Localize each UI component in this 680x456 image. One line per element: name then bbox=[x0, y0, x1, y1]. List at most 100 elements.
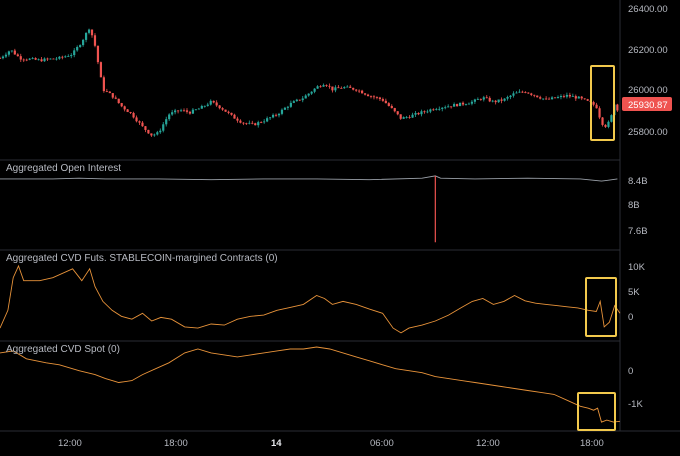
candle-body bbox=[257, 122, 260, 126]
time-tick: 12:00 bbox=[476, 438, 500, 449]
candle-body bbox=[138, 121, 141, 123]
candle-body bbox=[76, 47, 79, 51]
candle-body bbox=[381, 99, 384, 101]
candle-body bbox=[289, 102, 292, 107]
candle-body bbox=[325, 85, 328, 86]
candle-body bbox=[355, 89, 358, 91]
candle-body bbox=[10, 50, 13, 52]
candle-body bbox=[49, 58, 52, 60]
last-price-value: 25930.87 bbox=[628, 100, 668, 111]
candle-body bbox=[277, 113, 281, 116]
candle-body bbox=[141, 122, 144, 127]
candle-body bbox=[114, 97, 117, 99]
candle-body bbox=[87, 29, 91, 33]
candle-body bbox=[530, 93, 533, 95]
candle-body bbox=[464, 104, 468, 106]
candle-body bbox=[512, 93, 515, 96]
candle-body bbox=[565, 94, 569, 97]
candle-body bbox=[108, 91, 111, 94]
time-tick: 06:00 bbox=[370, 438, 394, 449]
candle-body bbox=[441, 107, 444, 109]
candle-body bbox=[337, 87, 340, 89]
candle-body bbox=[67, 56, 70, 57]
candle-body bbox=[263, 121, 266, 123]
candle-body bbox=[96, 45, 100, 63]
candle-body bbox=[61, 56, 64, 58]
candle-body bbox=[346, 86, 349, 88]
open-interest-pane bbox=[0, 175, 618, 243]
candle-body bbox=[411, 114, 414, 118]
candle-body bbox=[601, 117, 604, 125]
price-tick: 26000.00 bbox=[628, 85, 668, 96]
time-tick-day: 14 bbox=[271, 438, 282, 449]
candle-body bbox=[453, 104, 456, 107]
candle-body bbox=[25, 59, 28, 61]
candle-body bbox=[174, 110, 177, 113]
candle-body bbox=[521, 91, 524, 93]
candle-body bbox=[286, 106, 290, 108]
candle-body bbox=[274, 114, 278, 116]
candle-body bbox=[399, 114, 402, 119]
candle-body bbox=[503, 98, 506, 101]
candle-body bbox=[129, 112, 132, 113]
candle-body bbox=[482, 97, 485, 100]
candle-body bbox=[215, 102, 218, 106]
candle-body bbox=[310, 91, 313, 94]
candle-body bbox=[221, 108, 224, 110]
candle-body bbox=[31, 58, 34, 59]
candle-body bbox=[16, 54, 19, 57]
candle-body bbox=[304, 95, 307, 99]
candle-body bbox=[19, 56, 22, 60]
candle-body bbox=[295, 99, 298, 102]
candle-body bbox=[414, 112, 417, 115]
candle-body bbox=[366, 94, 370, 97]
candle-body bbox=[58, 56, 61, 59]
candle-body bbox=[580, 96, 583, 99]
candle-body bbox=[313, 88, 316, 92]
candle-body bbox=[185, 110, 189, 112]
candle-body bbox=[553, 97, 557, 99]
candle-body bbox=[120, 103, 123, 107]
candle-body bbox=[423, 111, 426, 113]
candle-body bbox=[375, 97, 379, 98]
candle-body bbox=[212, 100, 215, 103]
candle-body bbox=[408, 117, 411, 118]
candle-body bbox=[156, 132, 159, 135]
cvd-spot-line bbox=[0, 346, 621, 423]
candle-body bbox=[322, 85, 325, 87]
candle-body bbox=[604, 124, 607, 127]
candle-body bbox=[280, 109, 284, 114]
candle-body bbox=[52, 58, 55, 60]
candle-body bbox=[200, 105, 203, 109]
candle-body bbox=[384, 100, 387, 104]
candle-body bbox=[4, 54, 8, 57]
cvd-futures-pane bbox=[0, 264, 621, 337]
candle-body bbox=[153, 134, 156, 136]
cvd-futures-line bbox=[0, 264, 621, 334]
candle-body bbox=[435, 109, 438, 110]
candle-body bbox=[405, 117, 408, 118]
candle-body bbox=[598, 108, 601, 118]
candle-body bbox=[485, 97, 488, 99]
candle-body bbox=[165, 119, 168, 125]
candle-body bbox=[123, 106, 126, 110]
candle-body bbox=[387, 103, 390, 106]
cvd-spot-tick: -1K bbox=[628, 399, 643, 410]
candle-body bbox=[73, 50, 76, 56]
candle-body bbox=[455, 104, 459, 107]
candle-body bbox=[568, 94, 571, 97]
candle-body bbox=[316, 86, 319, 89]
candle-body bbox=[616, 104, 619, 111]
candle-body bbox=[533, 94, 536, 96]
candle-body bbox=[328, 85, 331, 87]
candle-body bbox=[209, 100, 212, 105]
candle-body bbox=[358, 90, 361, 92]
candle-body bbox=[218, 105, 221, 109]
candle-body bbox=[159, 130, 162, 133]
candle-body bbox=[283, 107, 287, 110]
candle-body bbox=[438, 108, 441, 110]
candle-body bbox=[93, 35, 97, 46]
candle-body bbox=[260, 122, 263, 123]
candle-body bbox=[539, 97, 542, 99]
